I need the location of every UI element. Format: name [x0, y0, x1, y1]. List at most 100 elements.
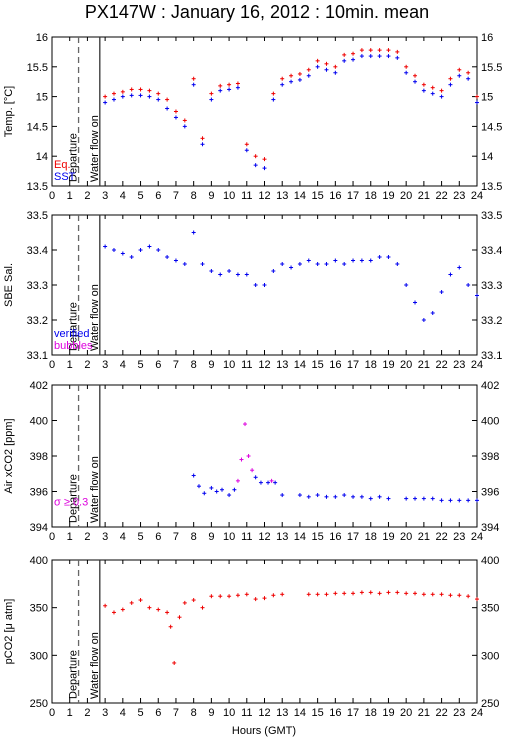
y-tick-label-left: 300 [30, 650, 48, 662]
event-label: Departure [68, 302, 80, 351]
x-tick-label: 18 [365, 359, 377, 371]
y-axis-label: Air xCO2 [ppm] [3, 418, 15, 493]
y-tick-label-right: 396 [481, 487, 499, 499]
x-tick-label: 10 [223, 359, 235, 371]
x-tick-label: 5 [137, 707, 143, 719]
x-tick-label: 22 [435, 707, 447, 719]
x-tick-label: 3 [102, 190, 108, 202]
x-tick-label: 13 [276, 359, 288, 371]
legend-entry: bubbles [54, 340, 93, 352]
x-tick-label: 19 [382, 359, 394, 371]
x-tick-label: 0 [49, 359, 55, 371]
x-tick-label: 3 [102, 359, 108, 371]
x-tick-label: 6 [155, 190, 161, 202]
y-tick-label-left: 15 [36, 92, 48, 104]
x-tick-label: 23 [453, 531, 465, 543]
y-tick-label-left: 33.3 [27, 280, 48, 292]
x-tick-label: 17 [347, 707, 359, 719]
x-tick-label: 24 [471, 359, 483, 371]
x-tick-label: 21 [418, 190, 430, 202]
x-tick-label: 8 [191, 190, 197, 202]
x-tick-label: 4 [120, 531, 126, 543]
y-tick-label-right: 15 [481, 92, 493, 104]
event-label: Water flow on [89, 632, 101, 699]
x-tick-label: 23 [453, 359, 465, 371]
panel-frame [51, 36, 478, 187]
panel-2: 33.1 33.1 33.2 33.2 33.3 33.3 33.4 33.4 33.5 33.5… [3, 210, 502, 371]
x-tick-label: 17 [347, 190, 359, 202]
x-tick-label: 17 [347, 359, 359, 371]
x-tick-label: 2 [84, 707, 90, 719]
event-label: Departure [68, 474, 80, 523]
event-label: Water flow on [89, 284, 101, 351]
event-label: Departure [68, 133, 80, 182]
x-tick-label: 21 [418, 359, 430, 371]
x-tick-label: 10 [223, 707, 235, 719]
x-tick-label: 24 [471, 190, 483, 202]
x-tick-label: 18 [365, 531, 377, 543]
x-tick-label: 23 [453, 707, 465, 719]
x-tick-label: 16 [329, 707, 341, 719]
x-tick-label: 14 [294, 190, 306, 202]
x-tick-label: 5 [137, 190, 143, 202]
y-tick-label-left: 33.4 [27, 245, 48, 257]
y-tick-label-right: 33.1 [481, 350, 502, 362]
x-tick-label: 1 [67, 190, 73, 202]
y-tick-label-left: 402 [30, 380, 48, 392]
x-tick-label: 15 [312, 359, 324, 371]
y-tick-label-right: 33.4 [481, 245, 502, 257]
x-tick-label: 8 [191, 359, 197, 371]
x-tick-label: 24 [471, 531, 483, 543]
x-tick-label: 22 [435, 190, 447, 202]
x-tick-label: 3 [102, 531, 108, 543]
panel-frame [51, 384, 478, 528]
y-tick-label-right: 16 [481, 32, 493, 44]
y-tick-label-right: 33.2 [481, 315, 502, 327]
x-tick-label: 11 [241, 707, 252, 719]
x-tick-label: 9 [208, 531, 214, 543]
x-tick-label: 11 [241, 531, 252, 543]
x-tick-label: 0 [49, 190, 55, 202]
x-tick-label: 4 [120, 707, 126, 719]
y-tick-label-left: 250 [30, 698, 48, 710]
x-tick-label: 5 [137, 359, 143, 371]
event-label: Water flow on [89, 456, 101, 523]
x-tick-label: 0 [49, 707, 55, 719]
y-tick-label-right: 400 [481, 416, 499, 428]
x-tick-label: 2 [84, 531, 90, 543]
x-tick-label: 10 [223, 190, 235, 202]
x-tick-label: 20 [400, 359, 412, 371]
legend-entry: verified [54, 328, 89, 340]
x-tick-label: 14 [294, 531, 306, 543]
event-label: Departure [68, 650, 80, 699]
y-tick-label-right: 350 [481, 603, 499, 615]
y-axis-label: Temp. [°C] [3, 86, 15, 137]
y-tick-label-right: 402 [481, 380, 499, 392]
x-tick-label: 16 [329, 531, 341, 543]
y-tick-label-left: 16 [36, 32, 48, 44]
x-tick-label: 20 [400, 707, 412, 719]
y-tick-label-right: 250 [481, 698, 499, 710]
x-tick-label: 20 [400, 190, 412, 202]
y-tick-label-left: 33.2 [27, 315, 48, 327]
x-tick-label: 14 [294, 359, 306, 371]
x-tick-label: 19 [382, 707, 394, 719]
x-tick-label: 12 [258, 707, 270, 719]
legend-entry: Eq. [54, 159, 71, 171]
x-tick-label: 1 [67, 707, 73, 719]
y-tick-label-left: 400 [30, 555, 48, 567]
chart-title: PX147W : January 16, 2012 : 10min. mean [85, 2, 429, 22]
x-tick-label: 13 [276, 531, 288, 543]
y-tick-label-left: 15.5 [27, 62, 48, 74]
x-tick-label: 11 [241, 190, 252, 202]
x-tick-label: 0 [49, 531, 55, 543]
x-tick-label: 6 [155, 707, 161, 719]
x-tick-label: 23 [453, 190, 465, 202]
y-tick-label-left: 394 [30, 522, 48, 534]
y-tick-label-right: 14.5 [481, 121, 502, 133]
x-tick-label: 18 [365, 190, 377, 202]
x-tick-label: 4 [120, 190, 126, 202]
